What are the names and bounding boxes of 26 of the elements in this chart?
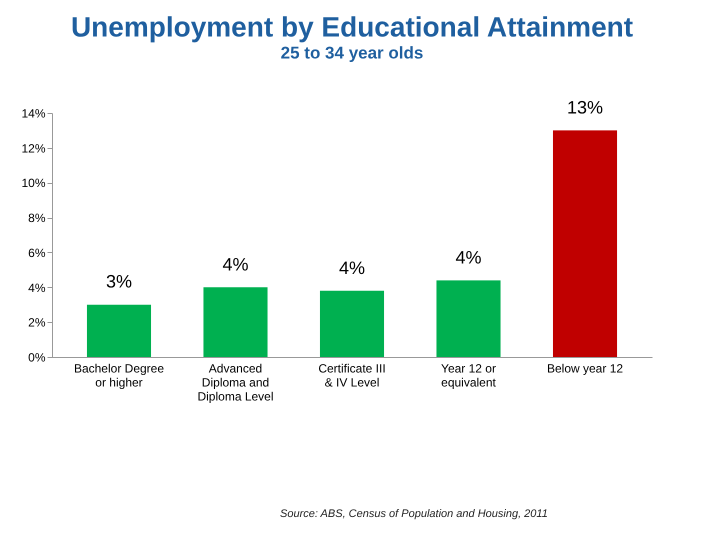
- bar: [552, 130, 618, 357]
- x-tick-label: Certificate III & IV Level: [318, 362, 386, 390]
- data-label: 4%: [222, 254, 249, 274]
- bar: [86, 304, 152, 357]
- chart-title: Unemployment by Educational Attainment: [70, 11, 634, 42]
- x-tick-label: Year 12 or equivalent: [441, 362, 497, 390]
- data-label: 4%: [338, 258, 366, 278]
- y-tick-label: 10%: [21, 176, 46, 190]
- y-tick-label: 12%: [21, 141, 46, 156]
- x-tick-label: Bachelor Degree or higher: [74, 362, 164, 390]
- y-tick-label: 6%: [28, 246, 46, 260]
- data-label: 3%: [106, 272, 132, 292]
- data-label: 4%: [455, 247, 482, 268]
- y-tick-label: 8%: [28, 211, 46, 226]
- y-tick-label: 0%: [28, 350, 46, 364]
- bar: [203, 287, 268, 357]
- x-tick-label: Below year 12: [546, 362, 624, 376]
- bar: [320, 290, 384, 357]
- y-tick-label: 2%: [28, 316, 46, 330]
- chart-subtitle: 25 to 34 year olds: [280, 43, 424, 62]
- source-note: Source: ABS, Census of Population and Housing, 2011: [280, 508, 548, 520]
- bar: [436, 280, 501, 357]
- x-tick-label: Advanced Diploma and Diploma Level: [197, 362, 274, 404]
- y-tick-label: 14%: [21, 106, 46, 120]
- y-tick-label: 4%: [28, 280, 46, 295]
- data-label: 13%: [566, 97, 604, 118]
